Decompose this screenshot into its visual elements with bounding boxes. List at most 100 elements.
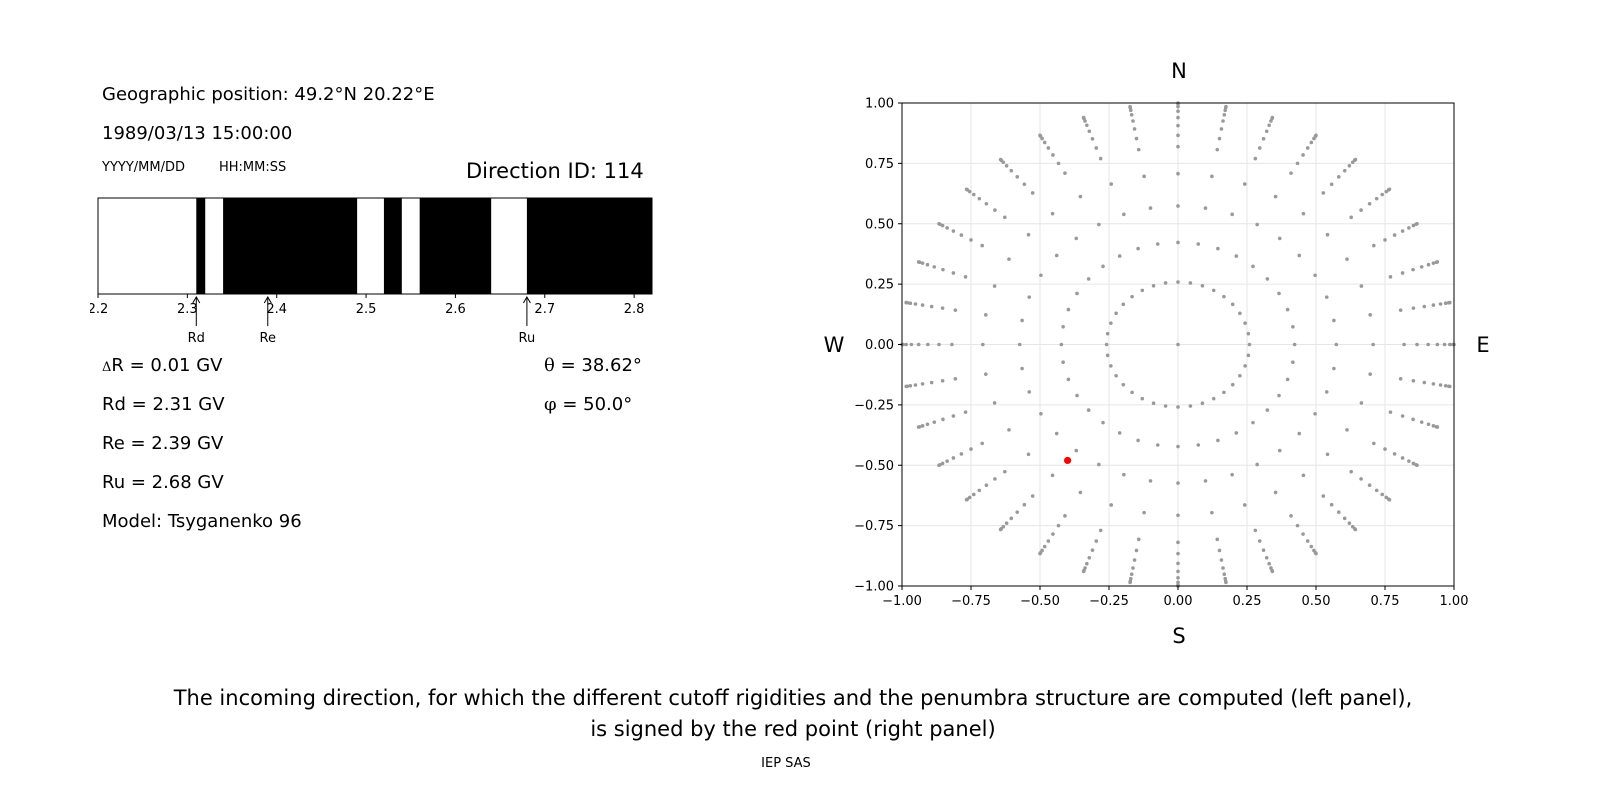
direction-point — [1285, 377, 1290, 382]
marker-label-re: Re — [260, 331, 276, 346]
direction-point — [1270, 115, 1275, 120]
ru-value: Ru = 2.68 GV — [102, 472, 224, 493]
direction-point — [1039, 273, 1043, 278]
y-tick-label: 0.25 — [865, 278, 894, 293]
direction-point — [1163, 404, 1168, 408]
direction-point — [1203, 206, 1208, 210]
direction-point — [1402, 342, 1406, 347]
direction-point — [1349, 215, 1353, 220]
direction-point — [1242, 503, 1247, 507]
rigidity-axis: 2.2 2.3 2.4 2.5 2.6 2.7 2.8 — [90, 294, 644, 317]
direction-point — [1176, 115, 1180, 120]
direction-point — [1247, 342, 1252, 347]
direction-point — [1151, 283, 1156, 288]
direction-point — [1309, 544, 1314, 549]
direction-id: Direction ID: 114 — [466, 159, 644, 183]
direction-point — [1253, 528, 1258, 533]
direction-point — [1400, 456, 1405, 460]
direction-point — [1122, 212, 1126, 217]
direction-point — [1176, 280, 1180, 284]
direction-point — [1042, 544, 1047, 549]
caption-line-2: is signed by the red point (right panel) — [590, 717, 996, 741]
direction-point — [1431, 303, 1436, 307]
direction-point — [904, 300, 908, 305]
direction-point — [1176, 481, 1180, 485]
direction-point — [1015, 510, 1020, 514]
direction-point — [1148, 206, 1153, 210]
direction-point — [1380, 192, 1385, 197]
forbidden-band — [223, 198, 358, 294]
direction-point — [1131, 119, 1135, 123]
credit-label: IEP SAS — [761, 756, 811, 771]
direction-point — [1407, 226, 1411, 230]
direction-point — [1188, 404, 1193, 408]
direction-point — [1098, 528, 1103, 533]
direction-point — [951, 414, 956, 418]
direction-point — [1211, 396, 1216, 401]
direction-point — [1074, 236, 1079, 241]
direction-point — [1015, 175, 1020, 179]
direction-point — [1109, 321, 1113, 325]
direction-point — [1342, 516, 1347, 521]
direction-point — [1289, 171, 1293, 175]
direction-point — [1081, 569, 1086, 574]
direction-point — [1411, 306, 1416, 310]
direction-point — [1345, 257, 1349, 261]
direction-point — [1176, 342, 1180, 347]
direction-point — [1265, 408, 1270, 412]
direction-point — [920, 261, 925, 265]
direction-point — [913, 302, 918, 306]
direction-point — [963, 275, 968, 279]
direction-point — [1295, 161, 1300, 166]
phi-value: φ = 50.0° — [544, 394, 632, 415]
direction-point — [1176, 109, 1180, 114]
direction-point — [1022, 182, 1027, 187]
delta-r-text: R = 0.01 GV — [111, 355, 223, 376]
direction-point — [1251, 264, 1255, 269]
direction-point — [1085, 123, 1089, 128]
direction-point — [916, 260, 921, 264]
direction-point — [1132, 558, 1137, 562]
direction-point — [1176, 104, 1180, 109]
x-tick-label: 0.50 — [1302, 594, 1331, 609]
direction-point — [1251, 420, 1255, 425]
x-tick-label: 2.6 — [445, 302, 466, 317]
direction-point — [1210, 174, 1214, 179]
marker-arrowhead — [263, 296, 272, 304]
direction-point — [1061, 360, 1065, 365]
direction-point — [977, 196, 982, 201]
direction-point — [1211, 288, 1216, 293]
direction-point — [940, 461, 945, 466]
direction-point — [1026, 452, 1031, 457]
direction-point — [1200, 283, 1205, 288]
direction-point — [1130, 294, 1134, 299]
direction-point — [1230, 382, 1235, 387]
caption-line-1: The incoming direction, for which the di… — [173, 686, 1413, 710]
y-tick-label: −0.75 — [854, 519, 894, 534]
direction-point — [1128, 580, 1132, 585]
direction-point — [1246, 331, 1251, 336]
direction-point — [1188, 281, 1193, 285]
theta-symbol: θ — [544, 355, 555, 376]
direction-point — [1257, 146, 1262, 150]
direction-point — [1105, 331, 1110, 336]
direction-point — [1400, 414, 1405, 418]
direction-point — [1042, 140, 1047, 145]
direction-point — [1007, 428, 1011, 432]
direction-point — [1210, 510, 1214, 515]
direction-point — [1301, 211, 1306, 216]
direction-point — [1027, 390, 1032, 394]
direction-point — [1122, 472, 1126, 477]
direction-point — [1176, 580, 1180, 585]
direction-point — [1129, 576, 1133, 581]
direction-point — [1285, 307, 1290, 312]
direction-point — [1334, 342, 1339, 347]
direction-point — [1215, 147, 1220, 152]
direction-point — [1277, 448, 1282, 453]
direction-point — [1200, 401, 1205, 406]
direction-point — [964, 497, 969, 502]
direction-point — [1176, 144, 1180, 149]
direction-point — [1261, 137, 1266, 141]
marker-arrowhead — [192, 296, 201, 304]
direction-point — [1222, 390, 1226, 395]
